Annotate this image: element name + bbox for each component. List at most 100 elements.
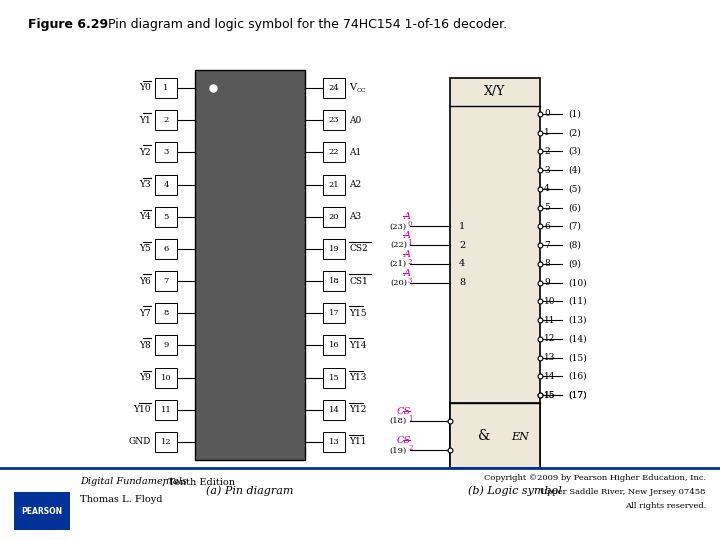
Text: 9: 9 — [544, 278, 550, 287]
Text: All rights reserved.: All rights reserved. — [625, 502, 706, 510]
Text: 19: 19 — [328, 245, 339, 253]
Text: A2: A2 — [349, 180, 361, 189]
Text: (18): (18) — [390, 416, 407, 424]
Text: Digital Fundamentals: Digital Fundamentals — [80, 477, 187, 487]
Text: 13: 13 — [544, 353, 555, 362]
Text: (5): (5) — [568, 185, 581, 193]
Text: 3: 3 — [163, 148, 168, 157]
Text: Figure 6.29: Figure 6.29 — [28, 18, 108, 31]
Text: (7): (7) — [568, 222, 581, 231]
Text: Y5: Y5 — [139, 245, 151, 253]
Bar — [155, 174, 177, 194]
Text: 8: 8 — [459, 278, 465, 287]
Text: CS: CS — [397, 407, 411, 416]
Text: 14: 14 — [544, 372, 556, 381]
Bar — [155, 432, 177, 452]
Text: (8): (8) — [568, 241, 581, 249]
Text: 9: 9 — [163, 341, 168, 349]
Text: 4: 4 — [163, 180, 168, 188]
Text: 7: 7 — [544, 241, 550, 249]
Text: CC: CC — [357, 89, 366, 93]
Text: Y4: Y4 — [139, 212, 151, 221]
Text: 5: 5 — [544, 203, 550, 212]
Bar — [450, 403, 540, 468]
Text: A0: A0 — [349, 116, 361, 125]
Text: 1: 1 — [408, 415, 413, 422]
Bar — [323, 335, 345, 355]
Text: (17): (17) — [568, 390, 587, 400]
Text: Y3: Y3 — [140, 180, 151, 189]
Bar — [155, 335, 177, 355]
Text: 2: 2 — [544, 147, 549, 156]
Text: (13): (13) — [568, 315, 587, 325]
Text: 16: 16 — [329, 341, 339, 349]
Text: 18: 18 — [328, 277, 339, 285]
Bar — [155, 110, 177, 130]
Bar — [323, 110, 345, 130]
Bar — [155, 368, 177, 388]
Text: 0: 0 — [544, 110, 550, 118]
Text: CS1: CS1 — [349, 276, 368, 286]
Text: (21): (21) — [390, 260, 407, 268]
Text: Y2: Y2 — [140, 148, 151, 157]
Text: 23: 23 — [329, 116, 339, 124]
Bar — [155, 303, 177, 323]
Text: Y1: Y1 — [139, 116, 151, 125]
Text: &: & — [478, 429, 490, 442]
Text: , Tenth Edition: , Tenth Edition — [162, 477, 235, 487]
Text: 10: 10 — [544, 297, 556, 306]
Bar — [14, 492, 70, 530]
Text: (14): (14) — [568, 334, 587, 343]
Text: 11: 11 — [161, 406, 171, 414]
Bar — [323, 400, 345, 420]
Text: 15: 15 — [328, 374, 339, 382]
Text: Y7: Y7 — [139, 309, 151, 318]
Text: 2: 2 — [408, 444, 413, 453]
Text: (a) Pin diagram: (a) Pin diagram — [207, 485, 294, 496]
Bar — [450, 78, 540, 468]
Text: Y15: Y15 — [349, 309, 366, 318]
Text: 1: 1 — [544, 128, 550, 137]
Text: 11: 11 — [544, 315, 556, 325]
Text: 8: 8 — [163, 309, 168, 318]
Text: Y6: Y6 — [139, 276, 151, 286]
Text: 17: 17 — [328, 309, 339, 318]
Text: (6): (6) — [568, 203, 581, 212]
Text: (22): (22) — [390, 241, 407, 249]
Text: 12: 12 — [161, 438, 171, 446]
Text: (16): (16) — [568, 372, 587, 381]
Text: Y8: Y8 — [139, 341, 151, 350]
Text: X/Y: X/Y — [485, 85, 505, 98]
Bar — [323, 78, 345, 98]
Bar — [195, 70, 305, 460]
Text: 3: 3 — [408, 276, 412, 285]
Text: 22: 22 — [329, 148, 339, 157]
Text: CS: CS — [397, 436, 411, 446]
Text: (15): (15) — [568, 353, 587, 362]
Bar — [155, 239, 177, 259]
Bar — [323, 143, 345, 163]
Text: Y10: Y10 — [133, 406, 151, 414]
Text: 2: 2 — [163, 116, 168, 124]
Text: 3: 3 — [544, 166, 549, 175]
Text: 1: 1 — [459, 222, 465, 231]
Text: Thomas L. Floyd: Thomas L. Floyd — [80, 496, 163, 504]
Bar — [155, 78, 177, 98]
Bar — [323, 303, 345, 323]
Text: GND: GND — [129, 437, 151, 447]
Bar — [323, 368, 345, 388]
Text: (1): (1) — [568, 110, 581, 118]
Text: 20: 20 — [329, 213, 339, 221]
Text: EN: EN — [511, 433, 529, 442]
Text: Y12: Y12 — [349, 406, 366, 414]
Text: CS2: CS2 — [349, 245, 368, 253]
Text: 12: 12 — [544, 334, 555, 343]
Text: A: A — [404, 231, 411, 240]
Text: 4: 4 — [459, 259, 465, 268]
Text: Y13: Y13 — [349, 373, 366, 382]
Text: Y0: Y0 — [139, 84, 151, 92]
Text: (11): (11) — [568, 297, 587, 306]
Text: A3: A3 — [349, 212, 361, 221]
Text: A: A — [404, 268, 411, 278]
Text: Y9: Y9 — [139, 373, 151, 382]
